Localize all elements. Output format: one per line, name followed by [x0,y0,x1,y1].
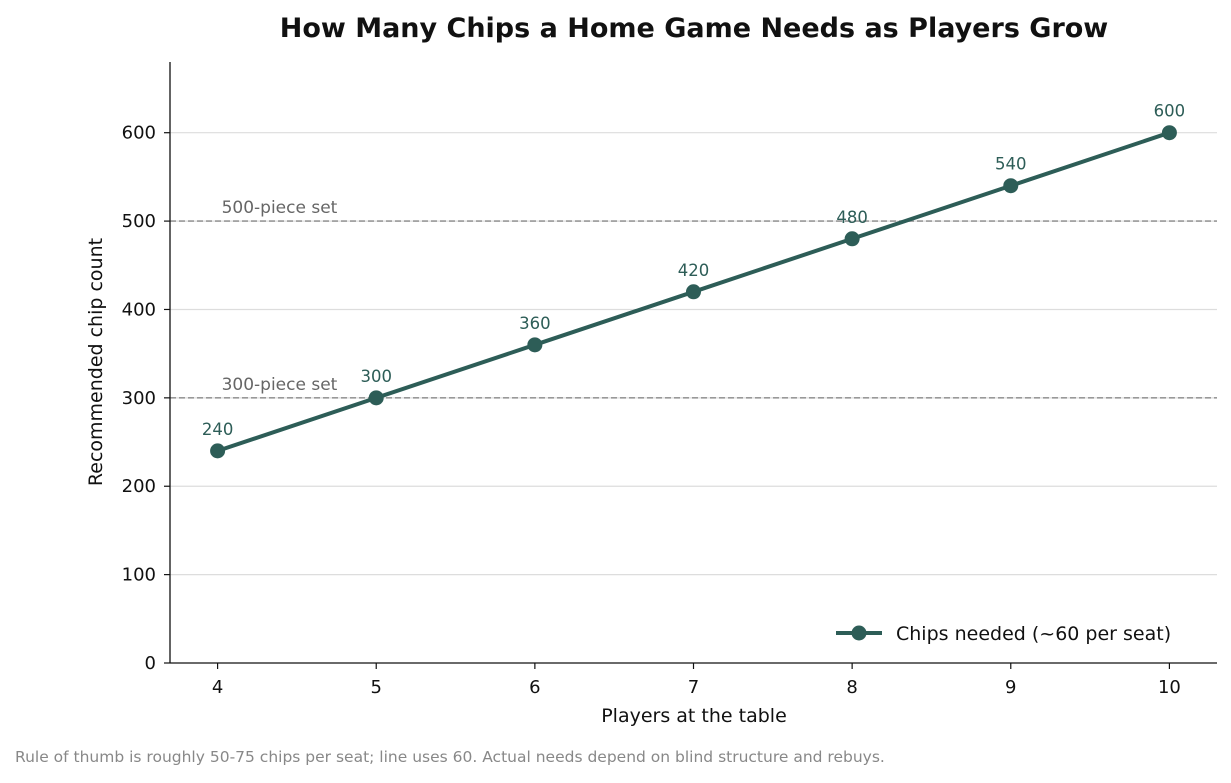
reference-line-label: 500-piece set [222,198,338,218]
data-label: 600 [1154,102,1186,121]
legend-label: Chips needed (~60 per seat) [896,623,1171,645]
x-tick-label: 4 [212,677,223,698]
x-tick-label: 5 [371,677,382,698]
x-axis-label: Players at the table [601,705,787,727]
data-label: 540 [995,155,1027,174]
y-tick-label: 500 [122,211,156,232]
data-point [368,390,384,406]
x-tick-label: 10 [1158,677,1181,698]
axis-ticks: 0 100 200 300 400 500 600 4 5 6 7 8 9 10 [122,123,1181,698]
x-tick-label: 7 [688,677,699,698]
y-axis-label: Recommended chip count [85,238,107,486]
data-point [527,337,543,353]
legend: Chips needed (~60 per seat) [836,623,1171,645]
data-point [1003,178,1019,194]
x-tick-label: 9 [1005,677,1016,698]
y-tick-label: 600 [122,123,156,144]
data-point [1161,125,1177,141]
data-label: 300 [360,367,392,386]
data-label: 480 [836,208,868,227]
legend-marker [851,625,867,641]
footnote: Rule of thumb is roughly 50-75 chips per… [15,748,885,766]
data-label: 420 [678,261,710,280]
x-tick-label: 6 [529,677,540,698]
y-tick-label: 0 [145,653,156,674]
x-tick-label: 8 [846,677,857,698]
data-point [210,443,226,459]
reference-lines: 500-piece set 300-piece set [170,198,1217,399]
reference-line-label: 300-piece set [222,375,338,395]
y-tick-label: 300 [122,388,156,409]
series-line-group: 240 300 360 420 480 540 600 [202,102,1185,459]
data-label: 240 [202,420,234,439]
y-tick-label: 100 [122,565,156,586]
y-tick-label: 400 [122,299,156,320]
data-point [686,284,701,300]
chart-title: How Many Chips a Home Game Needs as Play… [280,13,1109,44]
y-tick-label: 200 [122,476,156,497]
data-point [844,231,860,247]
data-label: 360 [519,314,551,333]
